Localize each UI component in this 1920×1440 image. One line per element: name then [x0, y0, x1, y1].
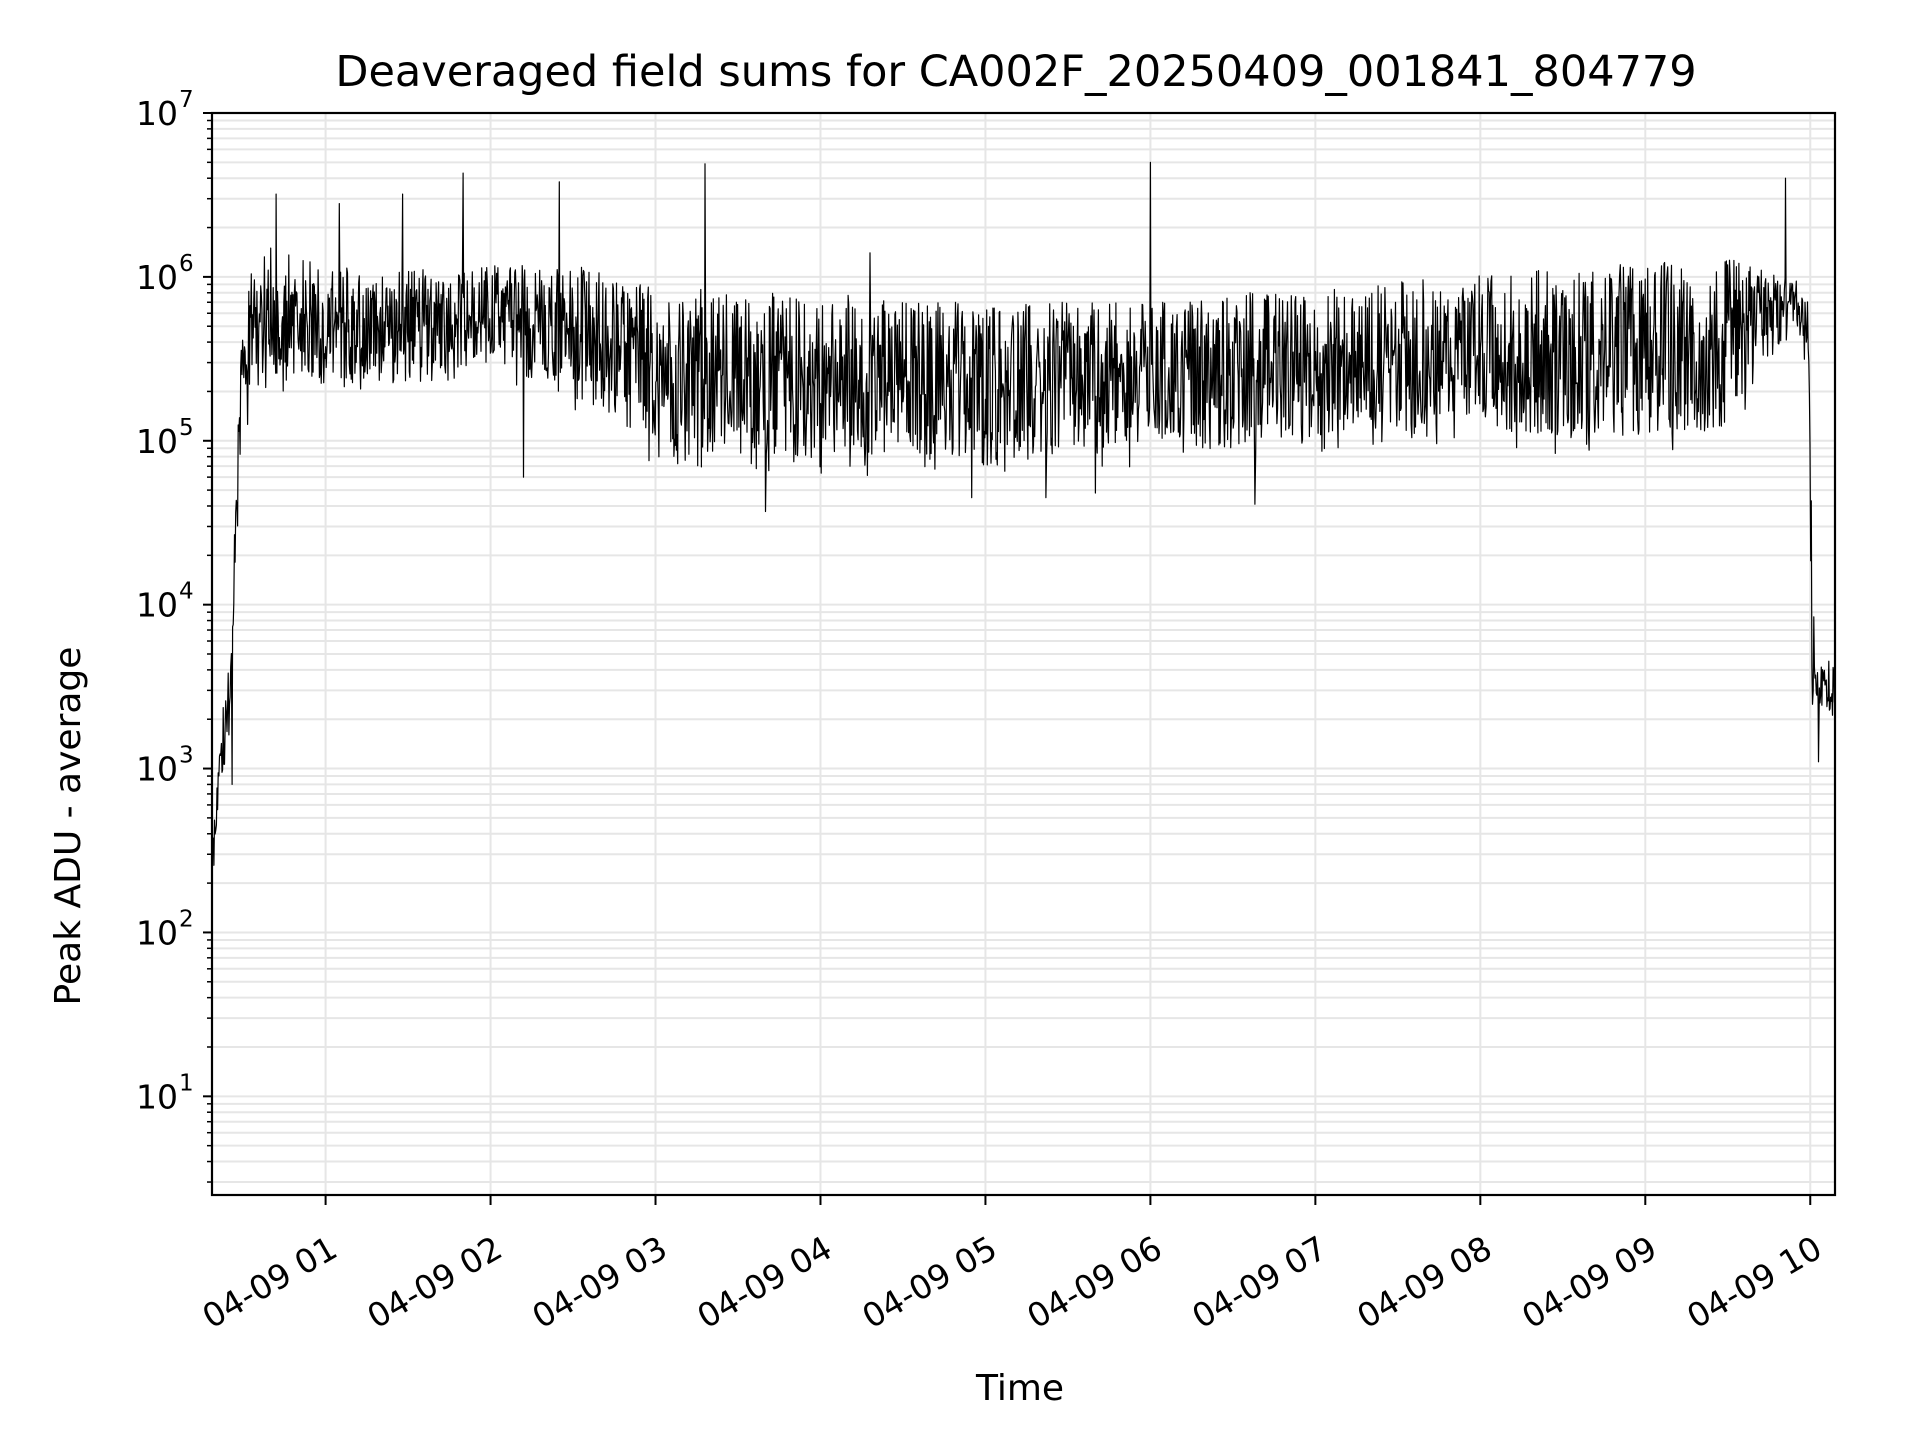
y-tick-exponent: 2	[179, 906, 194, 932]
chart-title: Deaveraged field sums for CA002F_2025040…	[335, 47, 1696, 97]
y-tick-label: 10	[136, 258, 178, 297]
y-tick-exponent: 1	[179, 1070, 194, 1096]
y-tick-label: 10	[136, 913, 178, 952]
y-tick-label: 10	[136, 94, 178, 133]
plot-area	[211, 161, 1836, 866]
y-tick-label: 10	[136, 422, 178, 461]
y-tick-exponent: 5	[179, 415, 194, 441]
y-tick-exponent: 6	[179, 251, 194, 277]
series-line	[211, 161, 1836, 866]
y-tick-exponent: 7	[179, 87, 194, 113]
y-tick-label: 10	[136, 586, 178, 625]
y-tick-label: 10	[136, 750, 178, 789]
y-tick-exponent: 3	[179, 743, 194, 769]
x-axis-label: Time	[975, 1368, 1064, 1409]
y-tick-exponent: 4	[179, 579, 194, 605]
grid	[212, 112, 1835, 1195]
y-tick-label: 10	[136, 1077, 178, 1116]
y-axis-label: Peak ADU - average	[48, 647, 89, 1006]
